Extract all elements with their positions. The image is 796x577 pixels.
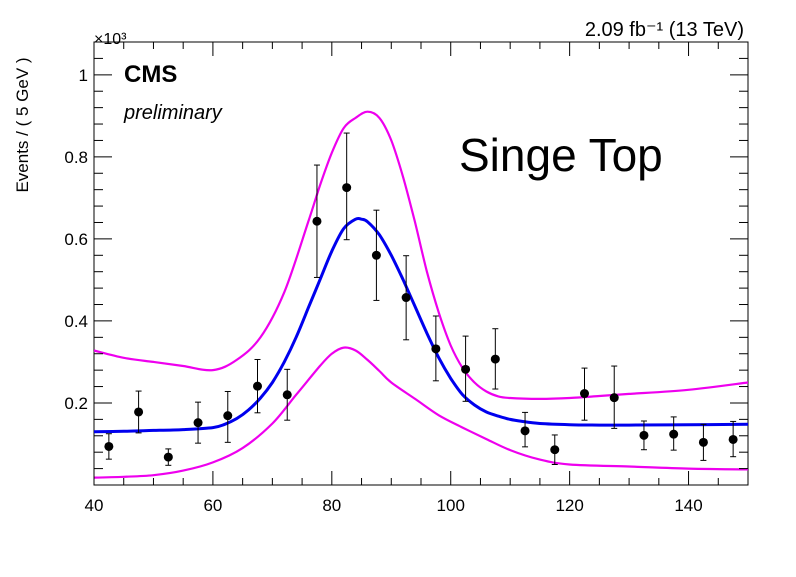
data-marker xyxy=(163,452,173,462)
data-point xyxy=(371,209,381,301)
data-marker xyxy=(461,364,471,374)
data-point xyxy=(698,423,708,461)
x-tick-label: 140 xyxy=(674,496,702,515)
data-point xyxy=(639,420,649,451)
data-point xyxy=(163,448,173,466)
y-axis-title: Events / ( 5 GeV ) xyxy=(13,57,32,192)
cms-label: CMS xyxy=(124,61,177,88)
x-tick-label: 120 xyxy=(555,496,583,515)
data-point xyxy=(193,401,203,444)
data-marker xyxy=(312,216,322,226)
preliminary-label: preliminary xyxy=(123,102,223,124)
data-point xyxy=(461,335,471,402)
process-label: Singe Top xyxy=(459,129,663,181)
data-point xyxy=(401,255,411,341)
data-marker xyxy=(520,426,530,436)
data-marker xyxy=(728,434,738,444)
x-tick-label: 100 xyxy=(437,496,465,515)
y-tick-label: 0.6 xyxy=(64,230,88,249)
x-tick-label: 60 xyxy=(203,496,222,515)
data-point xyxy=(282,368,292,421)
x-tick-label: 80 xyxy=(322,496,341,515)
data-marker xyxy=(193,418,203,428)
x-tick-label: 40 xyxy=(85,496,104,515)
data-marker xyxy=(698,437,708,447)
data-marker xyxy=(253,381,262,391)
data-point xyxy=(223,390,233,443)
data-point xyxy=(134,390,144,434)
data-point xyxy=(669,416,679,451)
data-point xyxy=(312,164,322,278)
fit-curve xyxy=(93,216,749,434)
y-tick-label: 0.2 xyxy=(64,394,88,413)
y-tick-label: 0.8 xyxy=(64,148,88,167)
data-marker xyxy=(490,354,500,364)
data-point xyxy=(490,328,500,390)
data-point xyxy=(609,365,619,429)
y-multiplier-label: ×10³ xyxy=(94,31,127,48)
data-marker xyxy=(104,441,114,451)
data-marker xyxy=(550,445,560,455)
data-point xyxy=(431,315,441,382)
data-point xyxy=(580,367,589,421)
lower-band-curve xyxy=(93,346,749,479)
luminosity-label: 2.09 fb⁻¹ (13 TeV) xyxy=(585,19,744,41)
data-point xyxy=(728,420,738,458)
data-marker xyxy=(371,250,381,260)
y-tick-label: 1 xyxy=(79,66,88,85)
data-marker xyxy=(223,411,233,421)
data-point xyxy=(520,411,530,448)
data-marker xyxy=(134,407,144,417)
upper-band-curve xyxy=(93,110,749,400)
data-marker xyxy=(401,293,411,303)
data-marker xyxy=(609,393,619,403)
data-marker xyxy=(580,389,589,399)
data-point xyxy=(550,434,560,465)
data-marker xyxy=(431,344,441,354)
y-tick-label: 0.4 xyxy=(64,312,88,331)
data-point xyxy=(104,433,114,460)
data-marker xyxy=(639,430,649,440)
data-point xyxy=(253,358,262,414)
data-marker xyxy=(342,183,352,193)
data-point xyxy=(342,132,352,241)
data-marker xyxy=(669,429,679,439)
data-marker xyxy=(282,390,292,400)
